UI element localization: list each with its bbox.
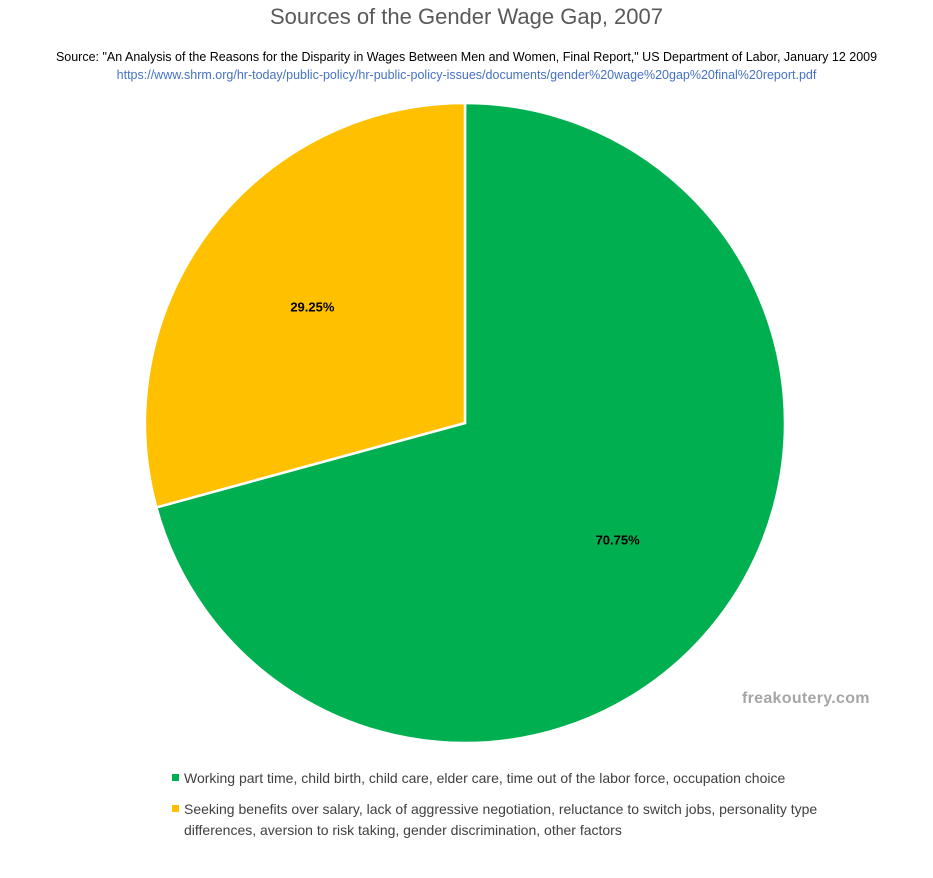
legend-label: Seeking benefits over salary, lack of ag…: [184, 801, 818, 838]
source-citation: Source: "An Analysis of the Reasons for …: [55, 50, 878, 64]
legend-label: Working part time, child birth, child ca…: [184, 770, 786, 786]
chart-title: Sources of the Gender Wage Gap, 2007: [270, 4, 663, 29]
source-link[interactable]: https://www.shrm.org/hr-today/public-pol…: [116, 68, 817, 82]
data-label-1: 70.75%: [596, 532, 641, 547]
legend-swatch-green: [172, 774, 179, 781]
legend: Working part time, child birth, child ca…: [172, 768, 872, 851]
legend-swatch-yellow: [172, 805, 179, 812]
pie-slice-2: [143, 101, 467, 509]
legend-item: Seeking benefits over salary, lack of ag…: [172, 799, 872, 841]
data-label-2: 29.25%: [290, 300, 335, 315]
watermark: freakoutery.com: [742, 690, 870, 707]
pie-chart: 70.75% 29.25%: [143, 101, 787, 745]
legend-item: Working part time, child birth, child ca…: [172, 768, 872, 789]
pie-slice-1: [154, 101, 787, 745]
